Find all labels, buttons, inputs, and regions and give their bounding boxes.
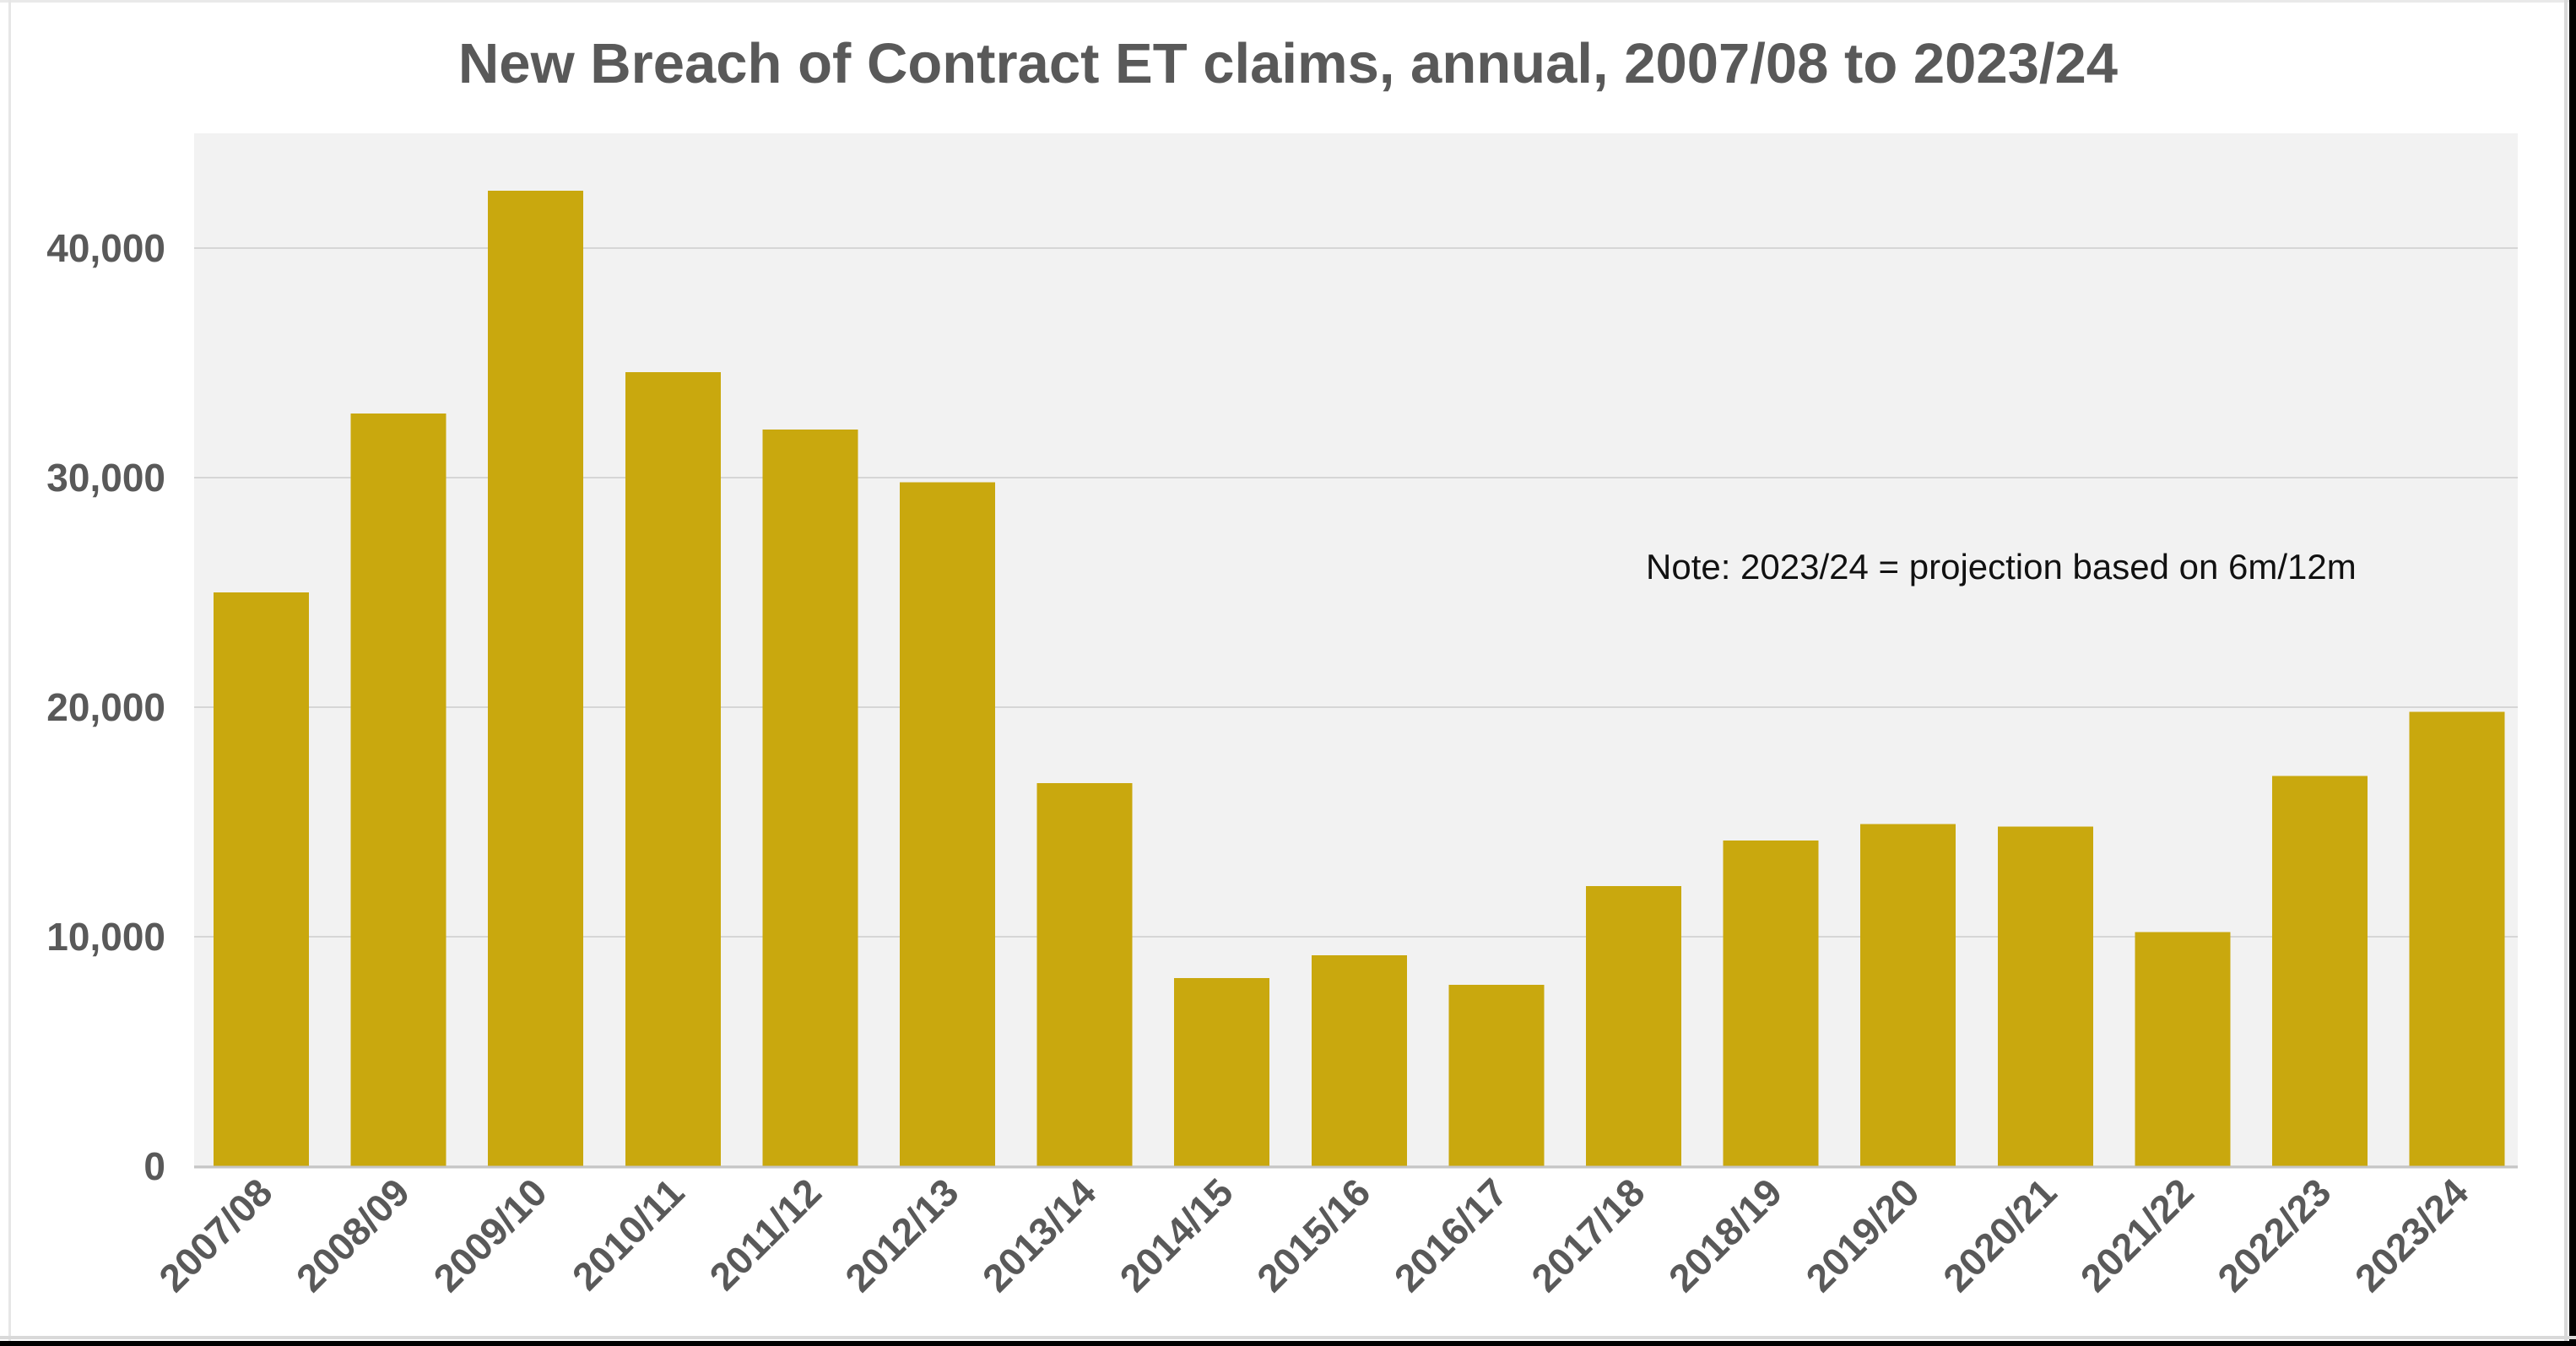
x-category-label: 2009/10 xyxy=(425,1170,555,1300)
bar xyxy=(625,371,721,1166)
y-tick-label: 20,000 xyxy=(46,685,165,729)
x-category-label: 2010/11 xyxy=(564,1170,693,1299)
x-category-label: 2018/19 xyxy=(1660,1170,1790,1300)
bar xyxy=(1036,782,1133,1166)
bar xyxy=(1586,886,1681,1166)
window-edge-right-inner xyxy=(2564,0,2568,1346)
x-category-label: 2008/09 xyxy=(288,1170,418,1300)
chart-note: Note: 2023/24 = projection based on 6m/1… xyxy=(1646,547,2357,587)
bar xyxy=(1174,977,1270,1166)
x-category-label: 2007/08 xyxy=(150,1170,280,1300)
bar xyxy=(214,592,309,1166)
bar xyxy=(1448,985,1545,1166)
window-edge-left xyxy=(8,0,11,1346)
x-category-label: 2014/15 xyxy=(1111,1170,1241,1300)
bar xyxy=(488,191,584,1166)
x-category-label: 2021/22 xyxy=(2072,1170,2202,1300)
window-edge-bottom-inner xyxy=(0,1336,2576,1339)
x-category-label: 2022/23 xyxy=(2209,1170,2339,1300)
x-category-label: 2023/24 xyxy=(2346,1170,2477,1300)
window-edge-right xyxy=(2569,0,2576,1346)
x-category-label: 2020/21 xyxy=(1935,1170,2065,1300)
x-category-label: 2015/16 xyxy=(1248,1170,1378,1300)
y-tick-label: 40,000 xyxy=(46,226,165,270)
bar xyxy=(900,482,995,1166)
x-category-label: 2019/20 xyxy=(1797,1170,1927,1300)
y-tick-label: 10,000 xyxy=(46,915,165,959)
x-category-label: 2017/18 xyxy=(1523,1170,1653,1300)
x-category-label: 2016/17 xyxy=(1386,1170,1516,1300)
bar xyxy=(2272,776,2368,1166)
window-edge-top xyxy=(0,0,2576,3)
bar xyxy=(762,429,858,1166)
bar xyxy=(2409,711,2505,1166)
window-edge-bottom xyxy=(0,1341,2576,1346)
y-tick-label: 0 xyxy=(143,1144,165,1188)
y-tick-label: 30,000 xyxy=(46,456,165,500)
chart-title: New Breach of Contract ET claims, annual… xyxy=(457,32,2119,95)
x-category-label: 2012/13 xyxy=(836,1170,966,1300)
bar xyxy=(2135,932,2231,1166)
x-category-label: 2011/12 xyxy=(701,1170,830,1299)
bar xyxy=(1311,954,1407,1166)
bar xyxy=(1860,824,1956,1166)
bar xyxy=(1723,840,1819,1166)
x-category-label: 2013/14 xyxy=(974,1170,1105,1300)
bar xyxy=(1997,826,2093,1166)
bar xyxy=(350,413,446,1167)
